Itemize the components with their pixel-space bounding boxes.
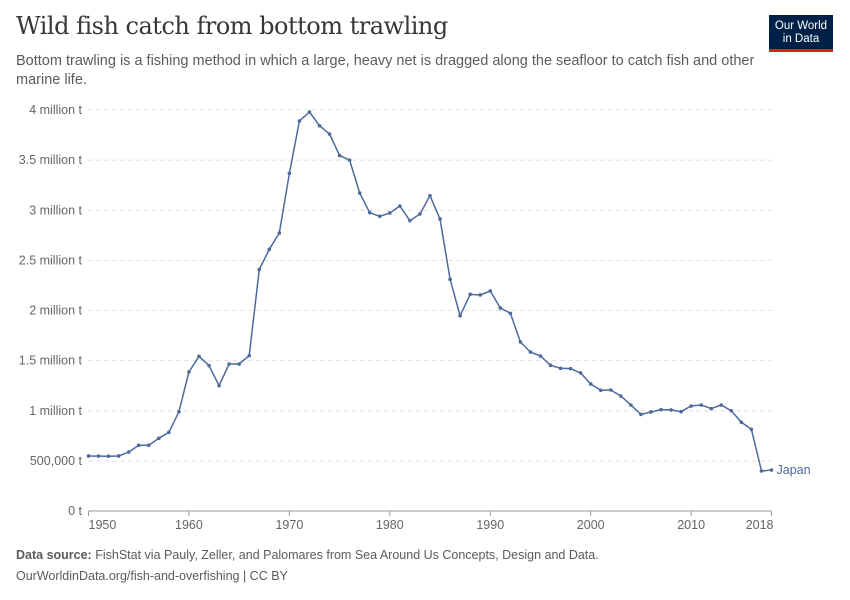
data-point: [177, 409, 181, 414]
data-point: [548, 363, 553, 368]
y-tick-label: 2.5 million t: [19, 253, 83, 267]
owid-logo[interactable]: Our World in Data: [769, 15, 833, 52]
data-point: [217, 383, 221, 388]
data-point: [418, 212, 422, 216]
data-point: [619, 394, 623, 398]
data-point: [438, 217, 442, 221]
x-tick-label: 1950: [89, 518, 117, 532]
y-tick-label: 1.5 million t: [19, 354, 83, 368]
data-point: [267, 247, 272, 252]
data-source: Data source: FishStat via Pauly, Zeller,…: [16, 548, 599, 562]
data-point: [187, 370, 191, 374]
data-point: [689, 404, 693, 408]
y-tick-label: 3 million t: [29, 203, 82, 217]
x-tick-label: 2000: [577, 518, 605, 532]
data-point: [478, 293, 483, 297]
source-label: Data source:: [16, 548, 92, 562]
data-point: [197, 354, 201, 359]
data-point: [96, 454, 101, 458]
data-point: [528, 350, 533, 354]
data-point: [598, 388, 603, 393]
chart-title: Wild fish catch from bottom trawling: [16, 12, 448, 40]
x-tick-label: 2018: [746, 518, 774, 532]
data-point: [136, 443, 141, 448]
y-tick-label: 0 t: [68, 504, 82, 518]
data-point: [719, 403, 724, 407]
data-point: [709, 406, 714, 411]
data-point: [106, 454, 111, 458]
data-point: [508, 311, 513, 316]
data-point: [146, 443, 151, 448]
data-point: [669, 408, 673, 412]
data-point: [468, 292, 472, 297]
data-point: [739, 420, 744, 425]
y-tick-label: 4 million t: [29, 103, 82, 117]
data-point: [327, 132, 332, 136]
data-point: [679, 409, 683, 414]
data-point: [317, 123, 322, 128]
data-point: [247, 353, 252, 358]
series-line: [88, 110, 772, 472]
x-tick-label: 1980: [376, 518, 404, 532]
data-point: [608, 388, 613, 392]
data-point: [398, 204, 402, 208]
data-point: [126, 450, 131, 454]
data-point: [759, 469, 764, 473]
data-point: [347, 158, 352, 162]
data-point: [518, 340, 523, 344]
x-tick-label: 1970: [275, 518, 303, 532]
data-point: [488, 289, 493, 293]
data-point: [629, 403, 633, 407]
data-point: [729, 408, 734, 413]
source-url[interactable]: OurWorldinData.org/fish-and-overfishing …: [16, 569, 288, 583]
data-point: [367, 210, 372, 215]
logo-line-1: Our World: [774, 20, 828, 32]
data-point: [428, 193, 432, 198]
data-point: [207, 363, 211, 368]
data-point: [86, 454, 91, 458]
y-tick-label: 1 million t: [29, 404, 82, 418]
data-point: [337, 153, 342, 158]
logo-line-2: in Data: [782, 33, 820, 45]
data-point: [257, 267, 262, 272]
chart-subtitle: Bottom trawling is a fishing method in w…: [16, 53, 755, 88]
data-point: [749, 427, 754, 432]
data-point: [588, 382, 593, 386]
data-point: [157, 436, 161, 441]
data-point: [277, 231, 282, 235]
y-tick-label: 500,000 t: [30, 454, 83, 468]
data-point: [377, 214, 382, 219]
data-point: [388, 211, 392, 215]
source-text: FishStat via Pauly, Zeller, and Palomare…: [95, 548, 599, 562]
y-tick-label: 2 million t: [29, 304, 82, 318]
data-point: [357, 191, 362, 195]
data-point: [297, 119, 302, 123]
data-point: [578, 371, 583, 375]
x-tick-label: 1990: [476, 518, 504, 532]
data-point: [307, 110, 312, 114]
data-point: [568, 366, 573, 371]
data-point: [408, 218, 412, 223]
data-point: [458, 313, 462, 318]
data-point: [498, 306, 503, 310]
data-point: [659, 407, 663, 412]
data-point: [116, 454, 121, 458]
x-tick-label: 1960: [175, 518, 203, 532]
data-point: [639, 412, 643, 417]
data-point: [649, 410, 653, 414]
data-point: [167, 430, 171, 435]
data-point: [448, 277, 452, 282]
data-point: [769, 468, 774, 472]
data-point: [237, 362, 241, 366]
data-point: [558, 366, 563, 371]
series-label: Japan: [777, 463, 811, 477]
y-tick-label: 3.5 million t: [19, 153, 83, 167]
data-point: [287, 171, 292, 176]
data-point: [227, 362, 231, 366]
data-point: [538, 354, 543, 358]
x-tick-label: 2010: [677, 518, 705, 532]
data-point: [699, 403, 703, 407]
